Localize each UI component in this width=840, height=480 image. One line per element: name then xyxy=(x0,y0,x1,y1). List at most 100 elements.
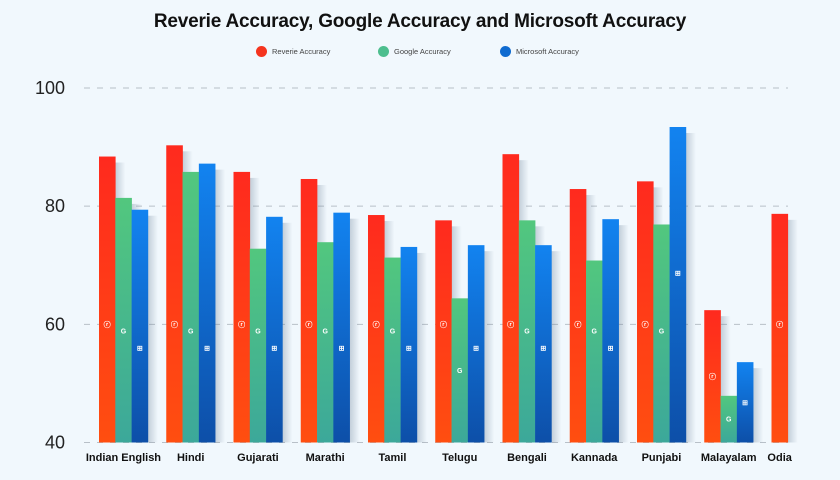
legend-swatch-google xyxy=(378,46,389,57)
bar-shadow xyxy=(484,251,495,443)
google-logo-icon: G xyxy=(121,328,127,335)
reverie-logo-icon: ⓡ xyxy=(574,320,581,329)
bar-google-accuracy[interactable] xyxy=(249,248,267,443)
google-logo-icon: G xyxy=(188,328,194,335)
bar-group-punjabi: ⓡ G ⊞ xyxy=(637,126,696,443)
bar-microsoft-accuracy[interactable] xyxy=(669,126,687,443)
y-tick-label: 40 xyxy=(45,433,65,453)
bar-shadow xyxy=(147,215,158,443)
reverie-logo-icon: ⓡ xyxy=(642,320,649,329)
bar-google-accuracy[interactable] xyxy=(518,220,536,443)
bar-shadow xyxy=(720,316,731,443)
google-logo-icon: G xyxy=(457,368,463,375)
bar-shadow xyxy=(416,252,427,443)
x-tick-label: Kannada xyxy=(571,452,618,464)
windows-logo-icon: ⊞ xyxy=(271,345,277,352)
bar-microsoft-accuracy[interactable] xyxy=(400,246,418,443)
google-logo-icon: G xyxy=(390,328,396,335)
bar-shadow xyxy=(753,368,764,443)
windows-logo-icon: ⊞ xyxy=(204,345,210,352)
bar-group-bengali: ⓡ G ⊞ xyxy=(502,154,562,443)
reverie-logo-icon: ⓡ xyxy=(507,320,514,329)
bar-reverie-accuracy[interactable] xyxy=(99,156,116,443)
bar-google-accuracy[interactable] xyxy=(586,260,603,443)
bar-microsoft-accuracy[interactable] xyxy=(467,245,485,443)
bar-group-indian-english: ⓡ G ⊞ xyxy=(99,156,158,443)
x-tick-label: Telugu xyxy=(442,452,477,464)
bar-microsoft-accuracy[interactable] xyxy=(736,362,754,443)
x-tick-label: Odia xyxy=(767,452,792,464)
bar-reverie-accuracy[interactable] xyxy=(569,189,587,443)
x-tick-label: Tamil xyxy=(378,452,406,464)
bar-reverie-accuracy[interactable] xyxy=(637,181,654,443)
bar-group-gujarati: ⓡ G ⊞ xyxy=(233,171,293,443)
bar-google-accuracy[interactable] xyxy=(653,224,670,443)
bar-group-tamil: ⓡ G ⊞ xyxy=(368,215,427,443)
bar-reverie-accuracy[interactable] xyxy=(300,178,318,443)
x-tick-label: Marathi xyxy=(306,452,345,464)
x-tick-label: Hindi xyxy=(177,452,205,464)
bar-group-kannada: ⓡ G ⊞ xyxy=(569,189,629,443)
bar-microsoft-accuracy[interactable] xyxy=(266,216,283,443)
bars: ⓡ G ⊞ ⓡ G ⊞ ⓡ G ⊞ ⓡ G ⊞ ⓡ G ⊞ ⓡ G ⊞ ⓡ G ⊞ ⓡ G ⊞ ⓡ G ⊞ ⓡ G ⊞ ⓡ xyxy=(99,126,798,443)
bar-google-accuracy[interactable] xyxy=(384,257,401,443)
reverie-logo-icon: ⓡ xyxy=(440,320,447,329)
google-logo-icon: G xyxy=(255,328,261,335)
bar-shadow xyxy=(215,169,226,443)
windows-logo-icon: ⊞ xyxy=(742,400,748,407)
google-logo-icon: G xyxy=(322,328,328,335)
reverie-logo-icon: ⓡ xyxy=(238,320,245,329)
legend-item-microsoft[interactable]: Microsoft Accuracy xyxy=(500,46,579,57)
y-axis: 40 60 80 100 xyxy=(35,78,65,453)
legend-swatch-microsoft xyxy=(500,46,511,57)
windows-logo-icon: ⊞ xyxy=(675,270,681,277)
bar-reverie-accuracy[interactable] xyxy=(435,220,452,443)
bar-reverie-accuracy[interactable] xyxy=(704,310,721,443)
reverie-logo-icon: ⓡ xyxy=(104,320,111,329)
y-tick-label: 100 xyxy=(35,78,65,98)
bar-reverie-accuracy[interactable] xyxy=(502,154,520,443)
bar-google-accuracy[interactable] xyxy=(720,395,738,443)
bar-google-accuracy[interactable] xyxy=(451,298,469,443)
bar-reverie-accuracy[interactable] xyxy=(166,145,183,443)
legend-item-google[interactable]: Google Accuracy xyxy=(378,46,451,57)
bar-reverie-accuracy[interactable] xyxy=(771,213,789,443)
bar-microsoft-accuracy[interactable] xyxy=(131,209,149,443)
legend-label-google: Google Accuracy xyxy=(394,47,451,56)
legend-label-microsoft: Microsoft Accuracy xyxy=(516,47,579,56)
x-tick-label: Malayalam xyxy=(701,452,757,464)
bar-shadow xyxy=(787,219,798,443)
bar-google-accuracy[interactable] xyxy=(317,242,334,443)
x-tick-label: Gujarati xyxy=(237,452,279,464)
windows-logo-icon: ⊞ xyxy=(339,345,345,352)
windows-logo-icon: ⊞ xyxy=(540,345,546,352)
bar-microsoft-accuracy[interactable] xyxy=(333,212,350,443)
chart-title: Reverie Accuracy, Google Accuracy and Mi… xyxy=(153,11,687,32)
bar-microsoft-accuracy[interactable] xyxy=(602,219,619,443)
bar-reverie-accuracy[interactable] xyxy=(368,215,385,443)
google-logo-icon: G xyxy=(726,417,732,424)
bar-group-odia: ⓡ xyxy=(771,213,798,443)
bar-shadow xyxy=(551,251,562,443)
x-tick-label: Punjabi xyxy=(642,452,682,464)
google-logo-icon: G xyxy=(524,328,530,335)
bar-google-accuracy[interactable] xyxy=(182,171,200,443)
windows-logo-icon: ⊞ xyxy=(608,345,614,352)
y-tick-label: 60 xyxy=(45,314,65,334)
windows-logo-icon: ⊞ xyxy=(473,345,479,352)
reverie-logo-icon: ⓡ xyxy=(305,320,312,329)
x-tick-label: Indian English xyxy=(86,452,161,464)
bar-microsoft-accuracy[interactable] xyxy=(198,163,216,443)
reverie-logo-icon: ⓡ xyxy=(373,320,380,329)
legend: Reverie Accuracy Google Accuracy Microso… xyxy=(0,46,840,60)
bar-microsoft-accuracy[interactable] xyxy=(535,245,552,443)
bar-reverie-accuracy[interactable] xyxy=(233,171,251,443)
bar-group-hindi: ⓡ G ⊞ xyxy=(166,145,226,443)
google-logo-icon: G xyxy=(659,328,665,335)
bar-shadow xyxy=(685,132,696,443)
bar-group-telugu: ⓡ G ⊞ xyxy=(435,220,495,443)
legend-item-reverie[interactable]: Reverie Accuracy xyxy=(256,46,330,57)
bar-shadow xyxy=(282,222,293,443)
windows-logo-icon: ⊞ xyxy=(137,345,143,352)
bar-google-accuracy[interactable] xyxy=(115,197,132,443)
